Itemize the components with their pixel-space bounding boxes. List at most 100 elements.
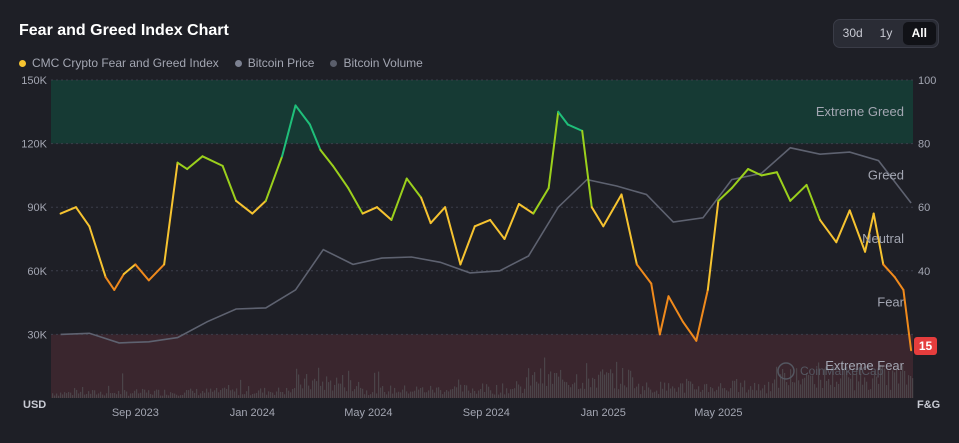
volume-bar [706, 383, 708, 398]
volume-bar [360, 387, 362, 398]
volume-bar [584, 388, 586, 398]
fear-greed-segment [695, 288, 709, 342]
current-value-badge-bg [914, 337, 937, 355]
fear-greed-segment [186, 155, 204, 171]
fear-greed-segment [201, 155, 224, 167]
volume-bar [594, 378, 596, 398]
volume-bar [826, 380, 828, 398]
volume-bar [350, 380, 352, 398]
volume-bar [82, 386, 84, 398]
volume-bar [172, 393, 174, 398]
volume-bar [534, 372, 536, 398]
volume-bar [176, 394, 178, 398]
fear-greed-segment [251, 199, 267, 215]
volume-bar [160, 395, 162, 398]
volume-bar [906, 384, 908, 398]
volume-bar [376, 393, 378, 398]
volume-bar [704, 384, 706, 398]
volume-bar [588, 378, 590, 398]
volume-bar [450, 389, 452, 398]
volume-bar [492, 393, 494, 398]
left-axis-tick: 30K [27, 329, 47, 341]
fear-greed-segment [74, 206, 91, 228]
volume-bar [800, 384, 802, 398]
range-tab-1y[interactable]: 1y [879, 26, 893, 40]
volume-bar [246, 391, 248, 398]
volume-bar [654, 391, 656, 398]
volume-bar [262, 392, 264, 398]
volume-bar [674, 388, 676, 398]
fear-greed-segment [775, 171, 792, 202]
volume-bar [398, 391, 400, 398]
volume-bar [780, 374, 782, 398]
volume-bar [908, 375, 910, 398]
volume-bar [720, 383, 722, 398]
volume-bar [590, 387, 592, 398]
volume-bar [378, 371, 380, 398]
fear-greed-segment [760, 171, 778, 177]
legend-item-fear-greed[interactable]: CMC Crypto Fear and Greed Index [19, 56, 219, 70]
volume-bar [896, 367, 898, 398]
volume-bar [150, 393, 152, 398]
volume-bar [300, 384, 302, 398]
fear-greed-segment [88, 225, 107, 279]
legend-item-bitcoin-price[interactable]: Bitcoin Price [234, 56, 314, 70]
fear-greed-segment [420, 196, 432, 225]
volume-bar [562, 379, 564, 398]
volume-bar [468, 390, 470, 398]
legend-item-bitcoin-volume[interactable]: Bitcoin Volume [330, 56, 423, 70]
volume-bar [386, 394, 388, 398]
volume-bar [598, 374, 600, 398]
volume-bar [832, 368, 834, 398]
volume-bar [430, 385, 432, 398]
volume-bar [198, 395, 200, 398]
volume-bar [476, 393, 478, 398]
volume-bar [208, 392, 210, 398]
volume-bar [180, 395, 182, 398]
x-axis-tick: Sep 2024 [463, 407, 510, 419]
volume-bar [400, 392, 402, 398]
volume-bar [202, 391, 204, 398]
volume-bar [604, 374, 606, 398]
volume-bar [302, 388, 304, 398]
volume-bar [348, 370, 350, 398]
volume-bar [332, 390, 334, 398]
range-tab-30d[interactable]: 30d [842, 26, 863, 40]
volume-bar [256, 392, 258, 398]
volume-bar [304, 378, 306, 398]
volume-bar [166, 394, 168, 398]
volume-bar [766, 393, 768, 398]
volume-bar [86, 393, 88, 398]
volume-bar [672, 386, 674, 398]
volume-bar [536, 381, 538, 398]
volume-bar [762, 388, 764, 398]
fear-greed-segment [489, 218, 506, 240]
volume-bar [768, 381, 770, 398]
zone-bands [51, 80, 913, 398]
volume-bar [190, 388, 192, 398]
range-tab-all[interactable]: All [902, 22, 936, 45]
volume-bar [222, 388, 224, 398]
fear-greed-segment [882, 263, 896, 279]
fear-greed-segment [893, 276, 905, 291]
page-title: Fear and Greed Index Chart [19, 22, 229, 39]
volume-bar [54, 395, 56, 398]
volume-bar [834, 386, 836, 398]
volume-bar [726, 390, 728, 398]
fear-greed-segment [805, 183, 821, 221]
volume-bar [404, 385, 406, 398]
volume-bar [220, 390, 222, 398]
right-axis-tick: 100 [918, 75, 936, 87]
volume-bar [540, 368, 542, 398]
volume-bar [124, 390, 126, 398]
volume-bar [722, 388, 724, 398]
volume-bar [408, 393, 410, 398]
volume-bar [898, 383, 900, 398]
volume-bar [366, 390, 368, 398]
fear-greed-segment [390, 177, 408, 221]
volume-bar [316, 381, 318, 398]
volume-bar [434, 392, 436, 398]
volume-bar [74, 388, 76, 398]
volume-bar [544, 357, 546, 398]
